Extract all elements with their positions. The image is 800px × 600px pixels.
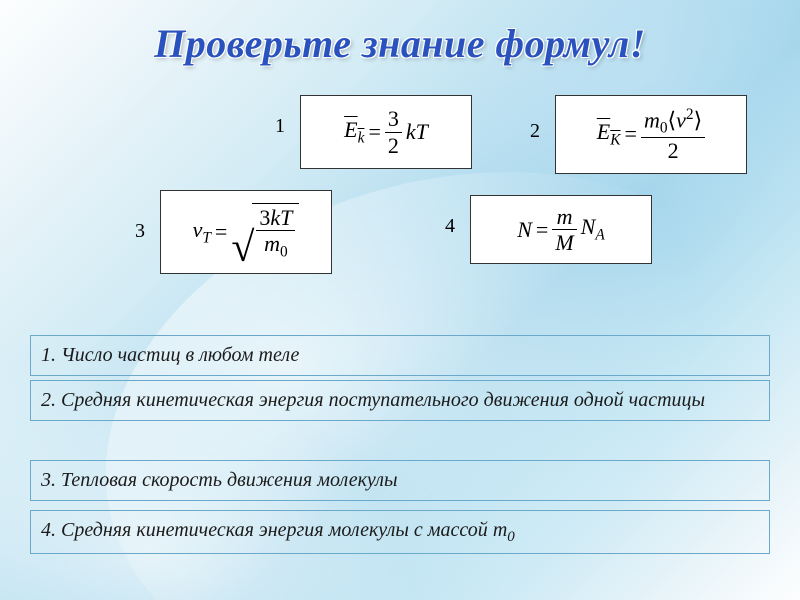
formula-4-number: 4: [445, 215, 455, 238]
answer-1: 1. Число частиц в любом теле: [30, 335, 770, 376]
formula-2: EK = m0⟨v2⟩ 2: [597, 107, 705, 163]
formula-box-3: vT = √ 3kT m0: [160, 190, 332, 274]
formula-1: Ek = 32 kT: [344, 107, 428, 156]
answer-4-symbol: m: [493, 519, 507, 541]
formula-2-number: 2: [530, 120, 540, 143]
formula-box-1: Ek = 32 kT: [300, 95, 472, 169]
formula-box-2: EK = m0⟨v2⟩ 2: [555, 95, 747, 174]
formula-1-number: 1: [275, 115, 285, 138]
answer-4-subscript: 0: [507, 529, 515, 545]
answer-2: 2. Средняя кинетическая энергия поступат…: [30, 380, 770, 421]
formula-3-number: 3: [135, 220, 145, 243]
answer-4: 4. Средняя кинетическая энергия молекулы…: [30, 510, 770, 554]
formula-box-4: N = mM NA: [470, 195, 652, 264]
answer-3: 3. Тепловая скорость движения молекулы: [30, 460, 770, 501]
slide: Проверьте знание формул! 1 Ek = 32 kT 2 …: [0, 0, 800, 600]
page-title: Проверьте знание формул!: [0, 20, 800, 67]
formula-4: N = mM NA: [517, 205, 605, 254]
formula-3: vT = √ 3kT m0: [193, 203, 300, 261]
answer-4-text: 4. Средняя кинетическая энергия молекулы…: [41, 519, 493, 541]
